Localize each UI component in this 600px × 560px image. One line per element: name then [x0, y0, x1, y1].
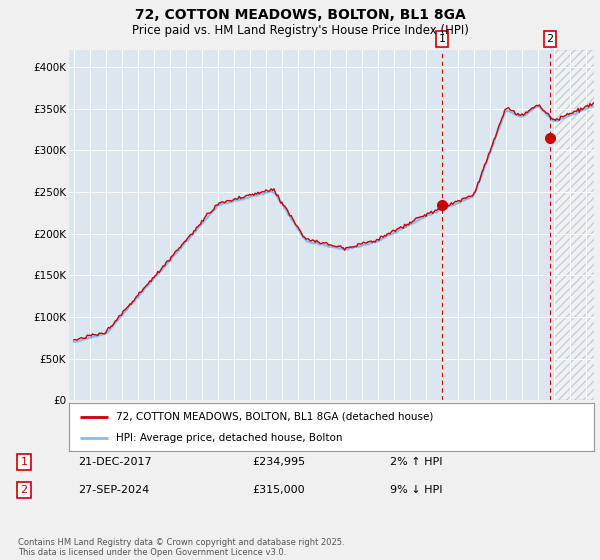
- Text: Contains HM Land Registry data © Crown copyright and database right 2025.
This d: Contains HM Land Registry data © Crown c…: [18, 538, 344, 557]
- Text: 1: 1: [20, 457, 28, 467]
- Text: 2: 2: [547, 34, 554, 44]
- Text: 72, COTTON MEADOWS, BOLTON, BL1 8GA: 72, COTTON MEADOWS, BOLTON, BL1 8GA: [134, 8, 466, 22]
- Text: 72, COTTON MEADOWS, BOLTON, BL1 8GA (detached house): 72, COTTON MEADOWS, BOLTON, BL1 8GA (det…: [116, 412, 434, 422]
- Text: £234,995: £234,995: [252, 457, 305, 467]
- Text: £315,000: £315,000: [252, 485, 305, 495]
- Text: Price paid vs. HM Land Registry's House Price Index (HPI): Price paid vs. HM Land Registry's House …: [131, 24, 469, 37]
- Text: 2: 2: [20, 485, 28, 495]
- Text: HPI: Average price, detached house, Bolton: HPI: Average price, detached house, Bolt…: [116, 433, 343, 443]
- Text: 9% ↓ HPI: 9% ↓ HPI: [390, 485, 443, 495]
- Text: 2% ↑ HPI: 2% ↑ HPI: [390, 457, 443, 467]
- Text: 1: 1: [439, 34, 445, 44]
- Text: 21-DEC-2017: 21-DEC-2017: [78, 457, 152, 467]
- Text: 27-SEP-2024: 27-SEP-2024: [78, 485, 149, 495]
